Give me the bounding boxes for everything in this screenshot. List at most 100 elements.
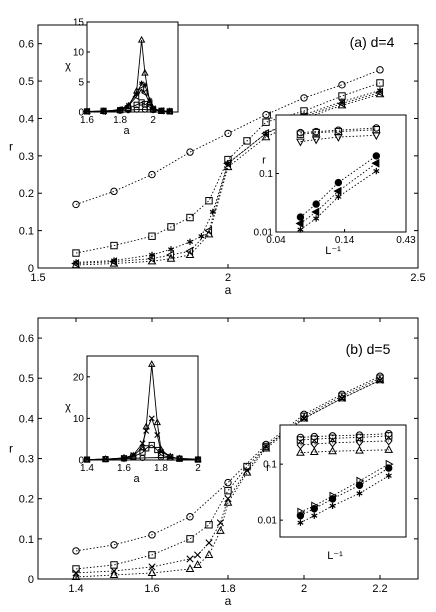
- x-tick-label: 2.2: [372, 583, 387, 595]
- data-point: [148, 441, 155, 449]
- data-point: [376, 79, 384, 87]
- series-square: [72, 79, 384, 257]
- y-axis-label: r: [266, 462, 270, 474]
- data-point: [101, 455, 110, 462]
- data-point: [99, 107, 108, 114]
- panel-b: 1.4 1.6 1.8 2 2.2 0 0.1 0.2 0.3 0.4 0.5 0.6 a r (b) d=…: [9, 317, 419, 608]
- y-tick-label: 0.01: [258, 516, 278, 527]
- data-point: [329, 502, 336, 510]
- data-point: [205, 521, 213, 529]
- data-point: [296, 138, 305, 147]
- y-tick-label: 0: [78, 108, 84, 119]
- series-triangle-down-open: [296, 132, 381, 147]
- data-point: [356, 490, 363, 497]
- data-point: [72, 200, 80, 209]
- y-tick-label: 0: [78, 456, 84, 467]
- data-point: [194, 551, 202, 559]
- x-tick-label: 1.6: [117, 463, 131, 474]
- data-point: [148, 531, 156, 539]
- data-point: [140, 89, 148, 97]
- data-point: [71, 260, 81, 269]
- data-point: [224, 129, 232, 138]
- x-tick-label: 1.8: [113, 115, 127, 126]
- data-point: [355, 433, 364, 442]
- data-point: [83, 107, 91, 114]
- data-point: [186, 555, 194, 563]
- data-point: [311, 512, 318, 519]
- data-point: [309, 447, 319, 456]
- data-point: [109, 258, 119, 267]
- data-point: [109, 570, 119, 579]
- series-triangle-up: [71, 375, 385, 581]
- data-point: [204, 229, 214, 238]
- x-axis-label: a: [133, 473, 140, 485]
- data-point: [153, 418, 162, 426]
- data-point: [376, 374, 384, 382]
- data-point: [355, 445, 364, 454]
- series-line: [300, 449, 389, 454]
- data-point: [148, 232, 156, 240]
- data-point: [296, 130, 305, 138]
- data-point: [371, 132, 381, 141]
- data-point: [110, 187, 118, 196]
- data-point: [148, 170, 156, 179]
- data-point: [384, 444, 394, 453]
- series-line: [300, 440, 389, 446]
- data-point: [137, 85, 145, 93]
- series-line: [300, 155, 377, 218]
- data-point: [139, 440, 146, 447]
- x-axis-label: a: [225, 283, 232, 297]
- series-star: [297, 472, 392, 526]
- data-point: [310, 505, 318, 513]
- data-point: [137, 35, 146, 43]
- y-tick-label: 0.6: [19, 39, 34, 51]
- data-point: [300, 94, 308, 102]
- series-line: [75, 379, 381, 578]
- data-point: [194, 455, 202, 463]
- series-line: [300, 129, 377, 135]
- x-axis-label: a: [123, 125, 130, 137]
- inset-scaling: 0.01 0.1 L⁻¹ r: [258, 424, 407, 562]
- data-point: [328, 446, 337, 455]
- panel-label: (a) d=4: [350, 34, 395, 50]
- x-tick-label: 2: [225, 272, 231, 284]
- y-tick-label: 0: [28, 574, 34, 586]
- data-point: [129, 451, 137, 459]
- series-square-open: [296, 126, 381, 138]
- data-point: [72, 547, 80, 555]
- data-point: [242, 467, 252, 476]
- y-tick-label: 1: [267, 111, 273, 122]
- y-tick-label: 0.1: [19, 226, 34, 238]
- data-point: [142, 422, 150, 430]
- series-line: [75, 89, 381, 263]
- data-point: [186, 513, 194, 521]
- data-point: [146, 98, 154, 106]
- data-point: [384, 436, 393, 446]
- y-tick-label: 0.1: [263, 460, 277, 471]
- data-point: [138, 443, 147, 451]
- data-point: [186, 238, 194, 246]
- series-line: [87, 39, 170, 112]
- y-tick-label: 10: [73, 48, 85, 59]
- data-point: [166, 107, 174, 114]
- data-point: [385, 432, 393, 440]
- x-tick-label: 1.4: [68, 583, 83, 595]
- data-point: [132, 92, 140, 101]
- x-tick-label: 2: [150, 115, 156, 126]
- panel-label: (b) d=5: [346, 341, 391, 357]
- y-tick-label: 0.1: [19, 534, 34, 546]
- data-point: [216, 525, 225, 534]
- y-tick-label: 0.4: [19, 413, 34, 425]
- y-axis-label: r: [9, 442, 13, 456]
- data-point: [261, 132, 271, 141]
- series-triangle-up-open: [296, 444, 394, 456]
- y-axis-label: χ: [65, 60, 71, 72]
- data-point: [313, 215, 320, 222]
- data-point: [262, 111, 270, 119]
- data-point: [185, 250, 195, 258]
- data-point: [157, 445, 165, 453]
- data-point: [148, 551, 156, 559]
- data-point: [328, 495, 337, 503]
- data-point: [296, 447, 305, 456]
